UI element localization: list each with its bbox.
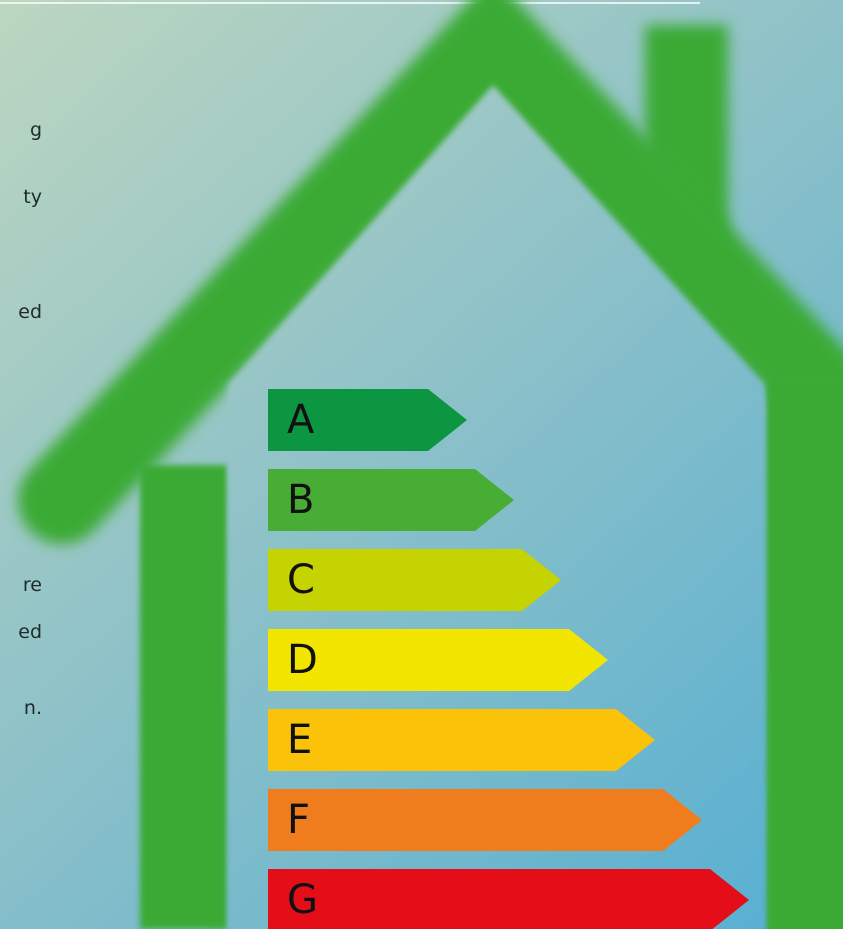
rating-letter: A	[287, 397, 315, 443]
rating-arrow	[268, 709, 655, 771]
text-fragment: n.	[24, 697, 42, 719]
text-fragment: re	[23, 574, 42, 596]
rating-letter: F	[287, 797, 310, 843]
text-fragment: g	[30, 119, 42, 141]
rating-letter: G	[287, 877, 318, 923]
text-fragment: ed	[18, 621, 42, 643]
rating-arrow	[268, 789, 702, 851]
rating-letter: C	[287, 557, 315, 603]
left-wall	[140, 465, 228, 929]
text-fragment: ty	[23, 186, 42, 208]
right-wall	[765, 380, 843, 929]
rating-letter: D	[287, 637, 318, 683]
rating-arrow	[268, 629, 608, 691]
text-fragment: ed	[18, 301, 42, 323]
rating-letter: E	[287, 717, 312, 763]
rating-letter: B	[287, 477, 314, 523]
rating-arrow	[268, 869, 749, 929]
page: ABCDEFG gtyedreedn. (() => { const data …	[0, 0, 843, 929]
energy-house-image: ABCDEFG g ty ed re ed n.	[0, 0, 843, 929]
